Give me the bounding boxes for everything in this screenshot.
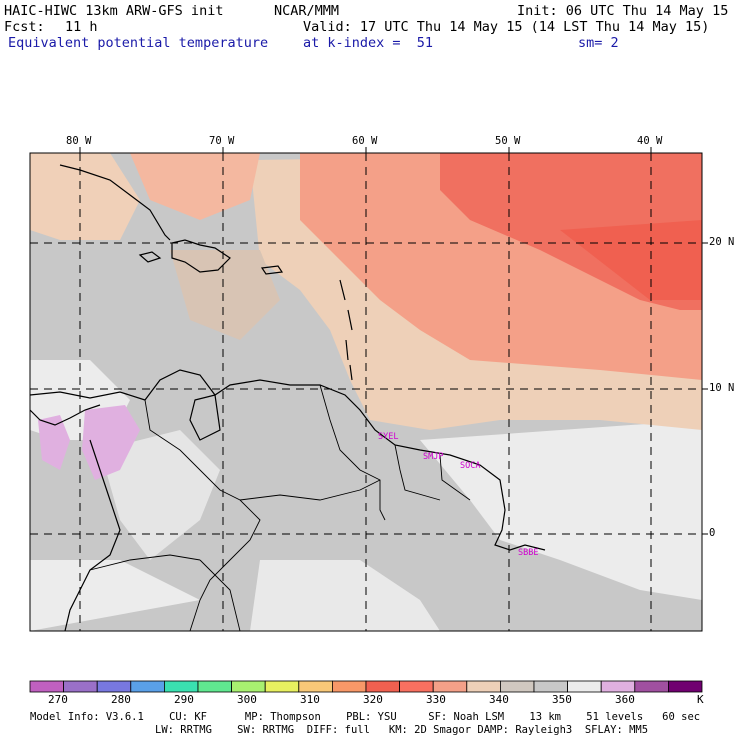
- colorbar: [29, 680, 703, 693]
- colorbar-tick-label: 340: [489, 693, 509, 706]
- lat-tick-label: 10 N: [709, 382, 735, 394]
- colorbar-tick-label: 300: [237, 693, 257, 706]
- model-info-line2: LW: RRTMG SW: RRTMG DIFF: full KM: 2D Sm…: [155, 724, 649, 736]
- colorbar-swatch: [432, 680, 468, 693]
- lat-lon-grid: [30, 153, 702, 631]
- colorbar-tick-label: 360: [615, 693, 635, 706]
- lon-tick-label: 60 W: [352, 135, 378, 147]
- axis-ticks: [79, 147, 708, 535]
- lat-tick-label: 20 N: [709, 236, 735, 248]
- colorbar-swatch: [29, 680, 64, 693]
- field-name: Equivalent potential temperature: [8, 35, 269, 51]
- colorbar-swatch: [96, 680, 132, 693]
- init-time: Init: 06 UTC Thu 14 May 15: [517, 3, 729, 19]
- colorbar-swatch: [668, 680, 703, 693]
- valid-time: Valid: 17 UTC Thu 14 May 15 (14 LST Thu …: [303, 19, 710, 35]
- colorbar-swatch: [365, 680, 400, 693]
- colorbar-tick-label: 270: [48, 693, 68, 706]
- model-title: HAIC-HIWC 13km ARW-GFS init: [4, 3, 224, 19]
- colorbar-swatch: [533, 680, 568, 693]
- forecast-hour: 11 h: [65, 19, 98, 35]
- lon-tick-label: 40 W: [637, 135, 663, 147]
- colorbar-swatch: [466, 680, 501, 693]
- colorbar-tick-label: 280: [111, 693, 131, 706]
- colorbar-swatch: [130, 680, 165, 693]
- colorbar-swatch: [197, 680, 232, 693]
- organization: NCAR/MMM: [274, 3, 340, 19]
- colorbar-swatch: [634, 680, 669, 693]
- colorbar-swatch: [499, 680, 535, 693]
- colorbar-swatch: [298, 680, 333, 693]
- colorbar-tick-label: 330: [426, 693, 446, 706]
- colorbar-swatch: [331, 680, 367, 693]
- country-borders: [89, 384, 471, 632]
- colorbar-tick-label: 350: [552, 693, 572, 706]
- colorbar-swatch: [600, 680, 636, 693]
- colorbar-tick-label: 290: [174, 693, 194, 706]
- smoothing-info: sm= 2: [578, 35, 619, 51]
- colorbar-swatch: [567, 680, 602, 693]
- forecast-label: Fcst:: [4, 19, 45, 35]
- colorbar-tick-label: 310: [300, 693, 320, 706]
- colorbar-swatch: [63, 680, 98, 693]
- lat-tick-label: 0: [709, 527, 716, 539]
- lon-tick-label: 70 W: [209, 135, 235, 147]
- colorbar-swatch: [163, 680, 199, 693]
- site-label: SMJP: [423, 452, 444, 462]
- colorbar-tick-label: 320: [363, 693, 383, 706]
- site-label: SBBE: [518, 548, 539, 558]
- level-info: at k-index = 51: [303, 35, 434, 51]
- colorbar-swatch: [231, 680, 266, 693]
- lon-tick-label: 50 W: [495, 135, 521, 147]
- lon-tick-label: 80 W: [66, 135, 92, 147]
- colorbar-swatch: [264, 680, 300, 693]
- site-label: SOCA: [460, 461, 481, 471]
- coastlines: [29, 164, 546, 632]
- colorbar-swatch: [399, 680, 434, 693]
- model-info-line1: Model Info: V3.6.1 CU: KF MP: Thompson P…: [30, 711, 701, 723]
- colorbar-unit: K: [697, 693, 704, 706]
- site-label: SYEL: [378, 432, 399, 442]
